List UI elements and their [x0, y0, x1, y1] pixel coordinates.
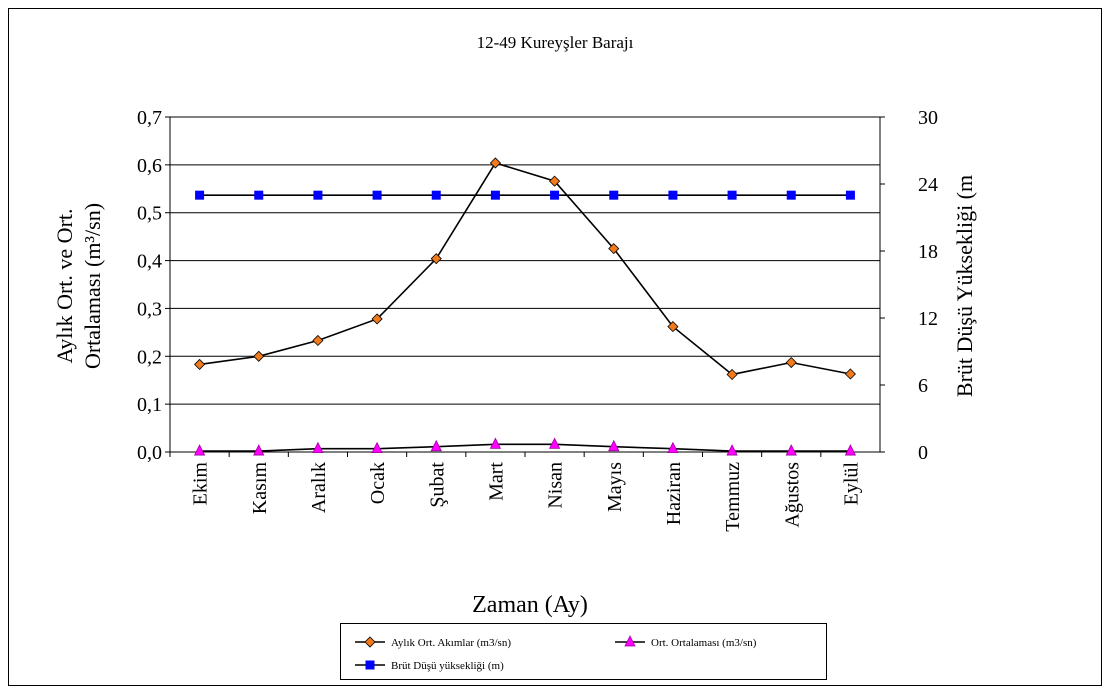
data-point: [313, 190, 323, 200]
legend-marker: [364, 636, 376, 648]
data-point: [668, 190, 678, 200]
x-tick-label: Ekim: [190, 462, 212, 506]
data-point: [489, 437, 502, 449]
x-tick-label: Şubat: [426, 462, 448, 508]
y-tick-label: 0,7: [137, 107, 162, 129]
y2-tick-label: 12: [918, 308, 938, 330]
y2-tick-label: 6: [918, 375, 928, 397]
y2-axis-title: Brüt Düşü Yüksekliği (m: [952, 175, 977, 397]
data-point: [371, 313, 383, 325]
x-tick-label: Aralık: [308, 462, 330, 513]
y-tick-label: 0,0: [137, 442, 162, 464]
data-point: [372, 190, 382, 200]
legend-label: Aylık Ort. Akımlar (m3/sn): [391, 637, 511, 649]
data-point: [727, 190, 737, 200]
legend-marker: [624, 635, 636, 647]
y-tick-label: 0,1: [137, 394, 162, 416]
y2-tick-label: 30: [918, 107, 938, 129]
x-tick-label: Eylül: [840, 462, 862, 506]
y2-tick-label: 0: [918, 442, 928, 464]
data-point: [253, 350, 265, 362]
data-point: [490, 190, 500, 200]
data-point: [254, 190, 264, 200]
x-tick-label: Temmuz: [722, 462, 744, 532]
data-point: [608, 243, 620, 255]
x-tick-label: Mart: [485, 462, 507, 501]
data-point: [726, 368, 738, 381]
x-tick-label: Kasım: [249, 462, 271, 515]
chart-title: 12-49 Kureyşler Barajı: [477, 33, 634, 52]
y2-tick-label: 18: [918, 241, 938, 263]
y-tick-label: 0,3: [137, 298, 162, 320]
data-point: [194, 358, 206, 370]
y-tick-label: 0,2: [137, 346, 162, 368]
x-tick-label: Mayıs: [604, 462, 626, 512]
data-point: [253, 444, 265, 456]
plot-area: [169, 116, 881, 453]
data-point: [312, 441, 324, 454]
data-point: [430, 439, 442, 452]
data-point: [667, 321, 679, 333]
y-tick-label: 0,5: [137, 203, 162, 225]
data-point: [195, 190, 205, 200]
y-tick-label: 0,4: [137, 251, 162, 273]
data-point: [785, 356, 797, 369]
data-point: [608, 439, 620, 452]
data-point: [844, 368, 856, 380]
data-point: [550, 190, 560, 200]
x-axis-title: Zaman (Ay): [472, 592, 588, 618]
data-point: [845, 190, 855, 200]
data-point: [371, 441, 383, 454]
y-tick-label: 0,6: [137, 155, 162, 177]
data-point: [430, 253, 442, 265]
data-point: [786, 190, 796, 200]
data-point: [193, 444, 206, 456]
y-axis-title: Ortalaması (m³/sn): [80, 203, 105, 369]
data-point: [312, 334, 324, 347]
data-point: [489, 157, 501, 169]
x-tick-label: Ağustos: [781, 462, 803, 528]
series-line: [199, 443, 851, 452]
y2-tick-label: 24: [918, 174, 938, 196]
data-point: [785, 444, 797, 456]
y-axis-title: Aylık Ort. ve Ort.: [52, 208, 77, 363]
data-point: [609, 190, 619, 200]
legend: [340, 623, 827, 680]
x-tick-label: Nisan: [545, 462, 567, 509]
data-point: [726, 444, 738, 456]
data-point: [431, 190, 441, 200]
data-point: [844, 444, 857, 456]
data-point: [667, 441, 679, 454]
data-point: [548, 437, 561, 449]
legend-marker: [365, 660, 375, 670]
legend-label: Brüt Düşü yüksekliği (m): [391, 660, 504, 672]
x-tick-label: Haziran: [663, 462, 685, 525]
legend-label: Ort. Ortalaması (m3/sn): [651, 637, 757, 649]
data-point: [549, 175, 561, 187]
x-tick-label: Ocak: [367, 462, 389, 504]
series-line: [199, 161, 851, 376]
